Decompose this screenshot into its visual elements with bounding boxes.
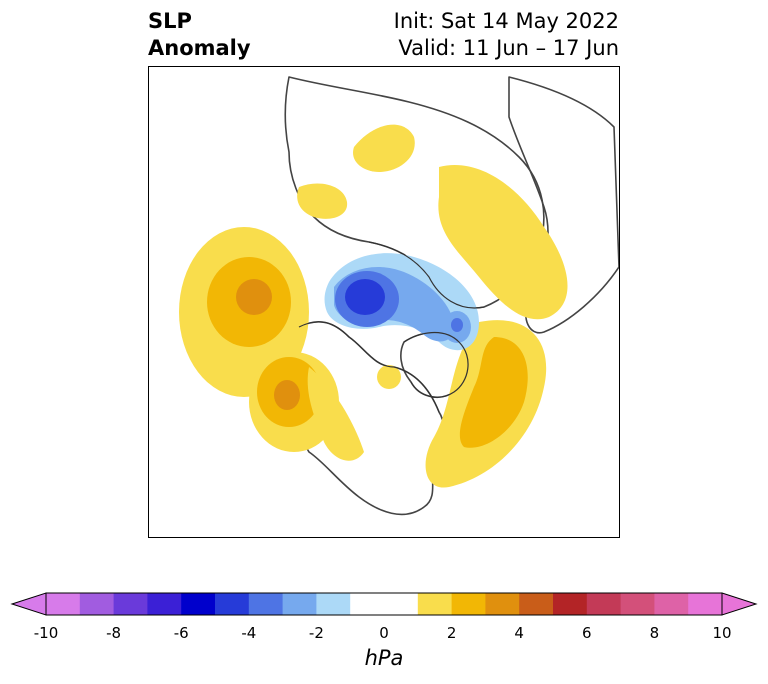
- colorbar-cell: [688, 593, 723, 615]
- colorbar-tick-label: 4: [514, 624, 524, 642]
- colorbar-tick-label: -2: [308, 624, 324, 642]
- pos-canada-plume: [307, 367, 364, 461]
- title-line-2: Anomaly: [148, 36, 251, 60]
- colorbar-cell: [586, 593, 622, 615]
- colorbar-cell: [620, 593, 655, 615]
- colorbar-tick-label: 6: [582, 624, 592, 642]
- colorbar: [0, 588, 768, 678]
- colorbar-cell: [113, 593, 148, 615]
- pos-alaska-core: [274, 380, 300, 410]
- colorbar-cell: [350, 593, 385, 615]
- overlay-greenland: [403, 331, 469, 398]
- colorbar-tick-label: 8: [649, 624, 660, 642]
- colorbar-cell: [553, 593, 588, 615]
- colorbar-cell: [316, 593, 351, 615]
- colorbar-cell: [46, 593, 81, 615]
- pos-bering-core: [236, 279, 272, 315]
- neg-kara-core: [451, 318, 463, 332]
- negative-anomalies: [324, 253, 479, 351]
- positive-anomalies: [179, 124, 568, 488]
- pos-europe: [438, 165, 568, 320]
- pos-siberia-west: [297, 183, 348, 219]
- init-date: Init: Sat 14 May 2022: [393, 9, 619, 33]
- colorbar-cell: [282, 593, 317, 615]
- colorbar-tick-label: 0: [379, 624, 389, 642]
- map-panel: [148, 66, 620, 538]
- pos-hudson: [377, 365, 401, 389]
- colorbar-cell: [485, 593, 520, 615]
- colorbar-tick-label: -8: [106, 624, 122, 642]
- neg-arctic-core: [345, 279, 385, 315]
- colorbar-cell: [79, 593, 115, 615]
- colorbar-strip: [10, 592, 758, 616]
- colorbar-cell: [417, 593, 453, 615]
- overlay-north-america: [298, 321, 440, 413]
- colorbar-tick-label: -6: [173, 624, 189, 642]
- valid-range: Valid: 11 Jun – 17 Jun: [398, 36, 619, 60]
- colorbar-cell: [248, 593, 284, 615]
- colorbar-cell: [147, 593, 182, 615]
- colorbar-cell: [215, 593, 250, 615]
- chart-title: SLP Anomaly: [148, 8, 251, 62]
- polar-map: [179, 76, 619, 516]
- colorbar-tick-label: 2: [446, 624, 457, 642]
- pos-scandinavia: [353, 124, 415, 172]
- colorbar-tick-label: -10: [33, 624, 59, 642]
- colorbar-arrow-min: [10, 592, 47, 616]
- colorbar-cells: [10, 592, 758, 616]
- colorbar-cell: [384, 593, 419, 615]
- colorbar-tick-label: -4: [241, 624, 257, 642]
- colorbar-cell: [181, 593, 216, 615]
- colorbar-cell: [654, 593, 689, 615]
- colorbar-cell: [519, 593, 554, 615]
- pos-atlantic-inner: [459, 337, 528, 448]
- units-label: hPa: [364, 646, 404, 670]
- colorbar-tick-label: 10: [712, 624, 732, 642]
- asia-coast: [508, 76, 619, 334]
- coastline-overlay: [298, 241, 485, 413]
- colorbar-cell: [451, 593, 486, 615]
- colorbar-outline: [45, 592, 723, 616]
- colorbar-arrow-max: [721, 592, 758, 616]
- overlay-eurasia: [368, 241, 485, 309]
- title-line-1: SLP: [148, 9, 192, 33]
- forecast-dates: Init: Sat 14 May 2022 Valid: 11 Jun – 17…: [394, 8, 619, 62]
